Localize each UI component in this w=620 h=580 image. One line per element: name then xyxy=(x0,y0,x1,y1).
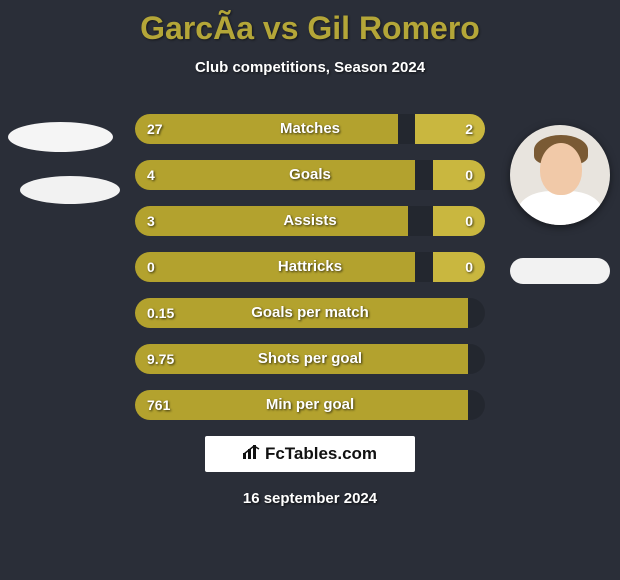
stat-label: Assists xyxy=(135,206,485,236)
stat-value-left: 27 xyxy=(147,114,163,144)
stat-label: Matches xyxy=(135,114,485,144)
stat-value-right: 0 xyxy=(465,160,473,190)
brand-text: FcTables.com xyxy=(265,444,377,464)
stats-area: Matches272Goals40Assists30Hattricks00Goa… xyxy=(0,114,620,420)
stat-value-left: 0 xyxy=(147,252,155,282)
stat-row: Goals4 0 xyxy=(135,160,485,190)
brand-bars-icon xyxy=(243,445,261,463)
stat-row: Shots per goal9.75 xyxy=(135,344,485,374)
subtitle: Club competitions, Season 2024 xyxy=(0,59,620,76)
stat-value-left: 761 xyxy=(147,390,170,420)
stat-value-right: 0 xyxy=(465,252,473,282)
stat-label: Shots per goal xyxy=(135,344,485,374)
page-title: GarcÃ­a vs Gil Romero xyxy=(0,0,620,47)
stat-value-left: 4 xyxy=(147,160,155,190)
stat-value-right: 2 xyxy=(465,114,473,144)
stat-label: Goals xyxy=(135,160,485,190)
stat-label: Min per goal xyxy=(135,390,485,420)
stat-label: Goals per match xyxy=(135,298,485,328)
stat-value-left: 0.15 xyxy=(147,298,174,328)
stat-row: Min per goal761 xyxy=(135,390,485,420)
brand-badge: FcTables.com xyxy=(205,436,415,472)
stat-row: Assists3 0 xyxy=(135,206,485,236)
stat-value-right: 0 xyxy=(465,206,473,236)
date-text: 16 september 2024 xyxy=(0,490,620,507)
stat-row: Goals per match0.15 xyxy=(135,298,485,328)
stat-row: Matches27 2 xyxy=(135,114,485,144)
stat-value-left: 3 xyxy=(147,206,155,236)
stat-value-left: 9.75 xyxy=(147,344,174,374)
stat-row: Hattricks0 0 xyxy=(135,252,485,282)
stat-label: Hattricks xyxy=(135,252,485,282)
